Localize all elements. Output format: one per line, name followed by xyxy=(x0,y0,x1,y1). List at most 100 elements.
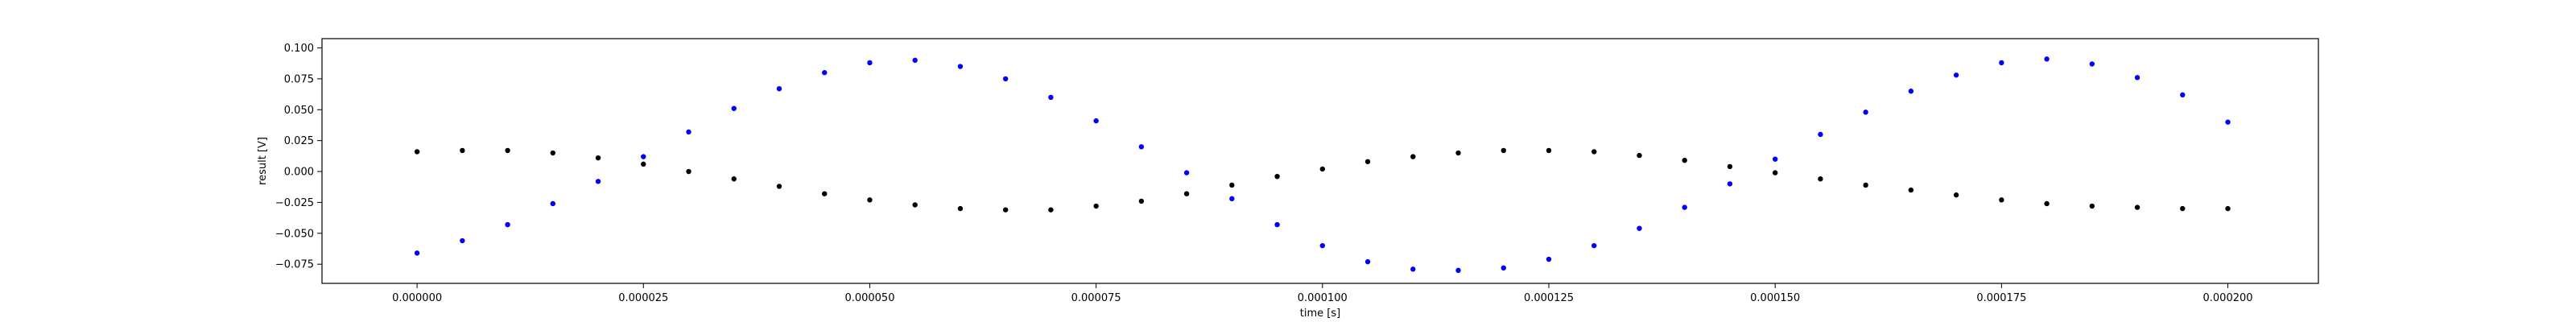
series-0-point xyxy=(912,57,918,64)
series-1-point xyxy=(2180,205,2186,212)
series-1-point xyxy=(686,168,691,175)
series-1-point xyxy=(1138,198,1145,204)
series-1-point xyxy=(1727,163,1733,170)
series-1-point xyxy=(1364,159,1371,164)
series-1-point xyxy=(414,149,420,155)
series-0-point xyxy=(1863,109,1868,115)
series-0-point xyxy=(1908,89,1914,94)
series-0-point xyxy=(686,129,691,135)
x-axis-ticks: 0.000000 0.000025 0.000050 0.000075 0.000100… xyxy=(392,283,2253,304)
series-1-point xyxy=(1319,166,1326,172)
series-1-point xyxy=(867,197,873,203)
x-tick-label: 0.000175 xyxy=(1976,292,2026,304)
series-0-point xyxy=(595,179,601,184)
series-1-point xyxy=(1546,147,1552,154)
series-0-point xyxy=(1410,266,1416,272)
series-1-point xyxy=(460,147,465,154)
series-0-point xyxy=(2089,61,2095,67)
series-0-point xyxy=(957,64,964,69)
series-0-point xyxy=(1818,131,1823,138)
x-tick-label: 0.000150 xyxy=(1750,292,1800,304)
series-1-point xyxy=(595,155,601,161)
series-1-point xyxy=(2225,205,2231,212)
y-axis-ticks: −0.075 −0.050 −0.025 0.000 0.025 0.050 0.075 0.… xyxy=(275,43,322,271)
series-0-point xyxy=(1501,265,1506,271)
series-0-point xyxy=(2225,119,2231,125)
y-tick-label: −0.025 xyxy=(275,197,314,209)
series-1-point xyxy=(1863,182,1868,188)
series-0-point xyxy=(2044,56,2050,62)
series-1-point xyxy=(2134,204,2140,210)
x-axis-label: time [s] xyxy=(1300,308,1340,320)
series-0-point xyxy=(505,221,510,228)
series-0-point xyxy=(776,85,782,92)
y-tick-label: 0.100 xyxy=(284,43,314,55)
series-0-point xyxy=(1138,144,1145,150)
plot-area xyxy=(322,39,2318,283)
series-1-point xyxy=(2044,200,2050,207)
series-1-point xyxy=(1908,187,1914,193)
series-0-point xyxy=(1364,258,1371,265)
y-tick-label: 0.025 xyxy=(284,135,314,147)
series-1-point xyxy=(1953,192,1959,198)
series-0-point xyxy=(1637,225,1642,231)
series-0-point xyxy=(1002,76,1009,82)
series-1-point xyxy=(1637,152,1642,159)
series-0-point xyxy=(1953,72,1959,78)
x-tick-label: 0.000025 xyxy=(618,292,668,304)
series-1-point xyxy=(641,161,646,167)
data-points xyxy=(414,56,2231,274)
series-0-point xyxy=(1682,204,1687,210)
series-0-point xyxy=(1999,60,2004,66)
y-tick-label: −0.050 xyxy=(275,228,314,240)
series-1-point xyxy=(2089,203,2095,209)
series-0-point xyxy=(1048,94,1054,101)
series-0-point xyxy=(460,237,465,244)
y-tick-label: −0.075 xyxy=(275,259,314,271)
series-0-point xyxy=(641,154,646,159)
series-0-point xyxy=(1772,156,1778,162)
x-tick-label: 0.000075 xyxy=(1071,292,1121,304)
x-tick-label: 0.000050 xyxy=(844,292,894,304)
series-0-point xyxy=(1229,196,1235,202)
series-1-point xyxy=(550,150,555,156)
series-0-point xyxy=(2180,92,2186,98)
series-0-point xyxy=(1727,181,1733,187)
series-0-point xyxy=(414,250,420,256)
series-1-point xyxy=(1183,191,1190,196)
series-1-point xyxy=(1591,149,1597,155)
series-0-point xyxy=(1455,267,1461,274)
series-0-point xyxy=(822,70,828,76)
series-0-point xyxy=(867,60,873,66)
series-0-point xyxy=(550,200,555,207)
series-1-point xyxy=(1682,158,1687,163)
series-1-point xyxy=(1093,203,1099,209)
series-1-point xyxy=(1455,150,1461,156)
series-1-point xyxy=(1999,197,2004,203)
series-1-point xyxy=(1002,207,1009,213)
series-0-point xyxy=(1319,242,1326,249)
series-1-point xyxy=(1501,147,1506,154)
series-1-point xyxy=(1818,176,1823,182)
series-1-point xyxy=(1274,173,1280,180)
series-0-point xyxy=(1591,242,1597,249)
series-1-point xyxy=(912,202,918,208)
y-tick-label: 0.050 xyxy=(284,105,314,117)
x-tick-label: 0.000000 xyxy=(392,292,442,304)
series-0-point xyxy=(1546,256,1552,262)
x-tick-label: 0.000100 xyxy=(1298,292,1348,304)
series-1-point xyxy=(505,147,510,154)
series-0-point xyxy=(1093,118,1099,124)
y-tick-label: 0.075 xyxy=(284,73,314,85)
series-1-point xyxy=(776,184,782,189)
series-1-point xyxy=(1048,207,1054,213)
series-1-point xyxy=(731,176,737,182)
series-1-point xyxy=(822,191,828,196)
x-tick-label: 0.000200 xyxy=(2203,292,2253,304)
series-1-point xyxy=(1772,170,1778,175)
series-1-point xyxy=(957,205,964,212)
series-0-point xyxy=(731,105,737,111)
series-1-point xyxy=(1410,154,1416,159)
plot-frame xyxy=(321,38,2319,284)
series-1-point xyxy=(1229,182,1235,188)
